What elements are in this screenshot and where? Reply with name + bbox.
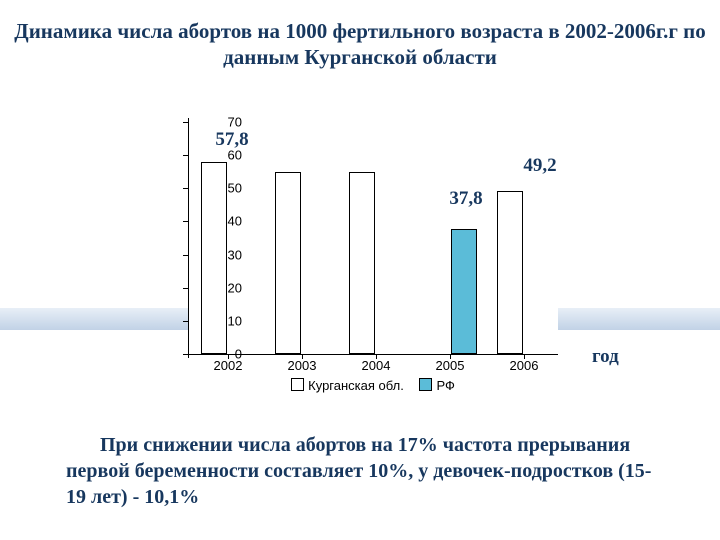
legend: Курганская обл. РФ [188,378,558,393]
xtick-label: 2004 [362,358,391,373]
x-axis [188,354,558,355]
footnote: При снижении числа абортов на 17% частот… [66,432,666,510]
xtick-mark [302,354,303,359]
ytick-mark [183,122,188,123]
ytick-mark [183,321,188,322]
xtick-mark [376,354,377,359]
xtick-mark [228,354,229,359]
xtick-label: 2002 [214,358,243,373]
legend-swatch-1 [419,378,432,391]
bar [349,172,375,354]
chart-title: Динамика числа абортов на 1000 фертильно… [0,18,720,71]
ytick-mark [183,188,188,189]
xtick-label: 2006 [510,358,539,373]
legend-item-0: Курганская обл. [291,378,404,393]
bar [201,162,227,354]
ytick-mark [183,354,188,355]
ytick-mark [183,255,188,256]
bar [497,191,523,354]
x-axis-title: год [592,346,619,368]
xtick-label: 2003 [288,358,317,373]
legend-label-1: РФ [436,378,454,393]
bar [275,172,301,354]
data-label: 49,2 [523,155,556,177]
xtick-label: 2005 [436,358,465,373]
y-axis [188,118,189,358]
ytick-mark [183,221,188,222]
chart-container: 010203040506070 20022003200420052006 57,… [146,118,576,398]
ytick-mark [183,288,188,289]
legend-label-0: Курганская обл. [308,378,404,393]
legend-swatch-0 [291,378,304,391]
data-label: 37,8 [449,188,482,210]
legend-item-1: РФ [419,378,454,393]
data-label: 57,8 [215,129,248,151]
ytick-label: 70 [208,115,242,130]
bar [451,229,477,354]
ytick-mark [183,155,188,156]
xtick-mark [450,354,451,359]
xtick-mark [524,354,525,359]
